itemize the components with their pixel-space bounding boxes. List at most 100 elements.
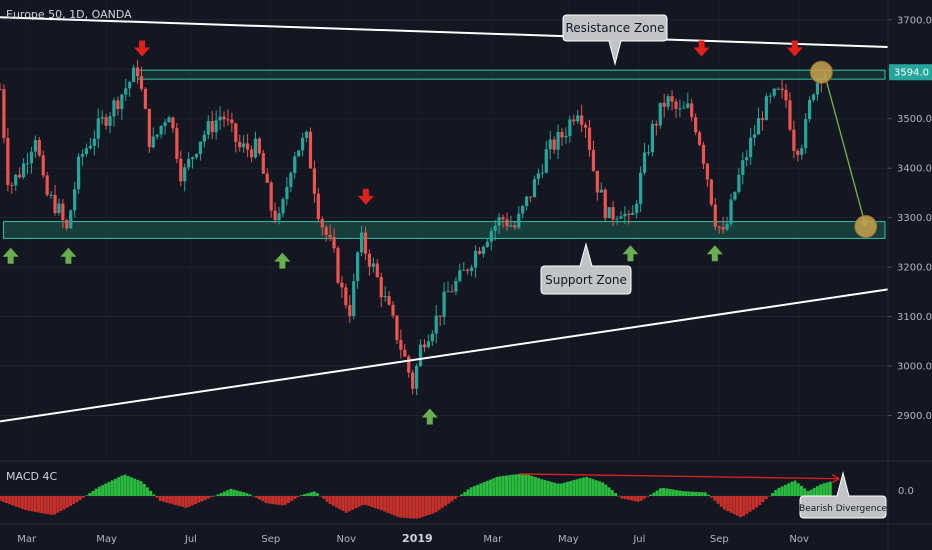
- macd-bar: [713, 496, 717, 501]
- candle-body: [658, 102, 662, 126]
- candle-body: [352, 281, 356, 317]
- grid-lines: [0, 19, 888, 416]
- macd-bar: [514, 474, 518, 496]
- candle-body: [493, 225, 497, 232]
- macd-bar: [344, 496, 348, 513]
- arrow-up-icon: [421, 408, 438, 425]
- candle-body: [414, 366, 419, 389]
- macd-bar: [463, 491, 467, 496]
- candle-body: [548, 139, 552, 150]
- candle-body: [387, 296, 391, 305]
- macd-bar: [594, 480, 598, 496]
- macd-bar: [771, 492, 775, 496]
- candle-body: [269, 182, 273, 211]
- candle-body: [694, 117, 698, 133]
- candle-body: [277, 213, 281, 221]
- macd-bar: [97, 486, 101, 496]
- candle-body: [450, 291, 454, 293]
- macd-bar: [213, 495, 217, 497]
- candle-body: [560, 131, 564, 138]
- macd-bar: [690, 491, 694, 496]
- candle-body: [528, 196, 533, 198]
- macd-bar: [440, 496, 444, 508]
- macd-bar: [581, 477, 585, 496]
- macd-bar: [129, 477, 133, 496]
- macd-bar: [613, 493, 617, 496]
- candle-body: [756, 118, 761, 135]
- macd-bar: [575, 479, 579, 496]
- macd-bar: [681, 491, 685, 496]
- candle-body: [226, 119, 230, 121]
- macd-bar: [203, 496, 207, 500]
- macd-bar: [703, 492, 707, 496]
- candle-body: [635, 203, 639, 213]
- macd-bar: [412, 496, 416, 519]
- candle-body: [187, 159, 191, 168]
- candle-body: [359, 232, 364, 253]
- macd-bar: [174, 496, 178, 506]
- candle-body: [650, 123, 655, 153]
- macd-bar: [408, 496, 412, 519]
- macd-bar: [280, 496, 284, 506]
- macd-bar: [200, 496, 204, 502]
- macd-bar: [338, 496, 342, 510]
- macd-bar: [59, 496, 63, 512]
- candle-body: [265, 173, 269, 183]
- macd-bar: [402, 496, 406, 518]
- candle-body: [61, 203, 65, 221]
- candle-body: [418, 344, 423, 367]
- macd-bar: [825, 482, 829, 496]
- candle-body: [611, 207, 615, 220]
- candle-body: [155, 134, 159, 137]
- candle-body: [108, 116, 112, 126]
- arrow-up-icon: [2, 247, 19, 264]
- macd-bar: [123, 474, 127, 496]
- zones: [3, 69, 886, 239]
- candle-body: [261, 153, 265, 174]
- macd-bar: [399, 496, 403, 518]
- macd-bar: [24, 496, 28, 511]
- macd-bar: [444, 496, 448, 506]
- macd-bar: [751, 496, 755, 510]
- macd-bar: [674, 490, 678, 496]
- macd-bar: [299, 495, 303, 496]
- macd-bar: [652, 492, 656, 496]
- macd-bar: [424, 496, 428, 516]
- macd-bar: [482, 482, 486, 496]
- candle-body: [446, 291, 450, 293]
- macd-bar: [248, 494, 252, 496]
- candle-body: [587, 127, 592, 150]
- x-tick-label: May: [558, 534, 579, 545]
- candle-body: [18, 174, 22, 178]
- macd-bar: [133, 478, 137, 496]
- macd-bar: [623, 496, 627, 500]
- macd-bar: [543, 480, 547, 496]
- macd-bar: [668, 488, 672, 496]
- macd-bar: [527, 474, 531, 496]
- candle-body: [285, 186, 289, 200]
- macd-bar: [238, 491, 242, 496]
- macd-bar: [190, 496, 194, 506]
- candle-body: [242, 143, 246, 148]
- macd-bar: [697, 492, 701, 496]
- macd-bar: [392, 496, 396, 516]
- macd-bar: [819, 484, 823, 496]
- last-price-tag: [889, 64, 932, 81]
- macd-bar: [418, 496, 422, 518]
- candle-body: [139, 76, 144, 89]
- candle-body: [580, 115, 584, 125]
- macd-bar: [155, 496, 159, 498]
- macd-bar: [341, 496, 345, 512]
- macd-bar: [4, 496, 8, 504]
- x-tick-label: 2019: [402, 532, 433, 545]
- macd-bar: [389, 496, 393, 515]
- macd-bar: [126, 475, 130, 496]
- arrow-down-icon: [357, 188, 374, 205]
- candle-body: [25, 163, 30, 165]
- macd-bar: [450, 496, 454, 502]
- macd-bar: [649, 494, 653, 496]
- candle-body: [29, 151, 34, 164]
- candle-body: [772, 88, 776, 96]
- candle-body: [167, 117, 171, 123]
